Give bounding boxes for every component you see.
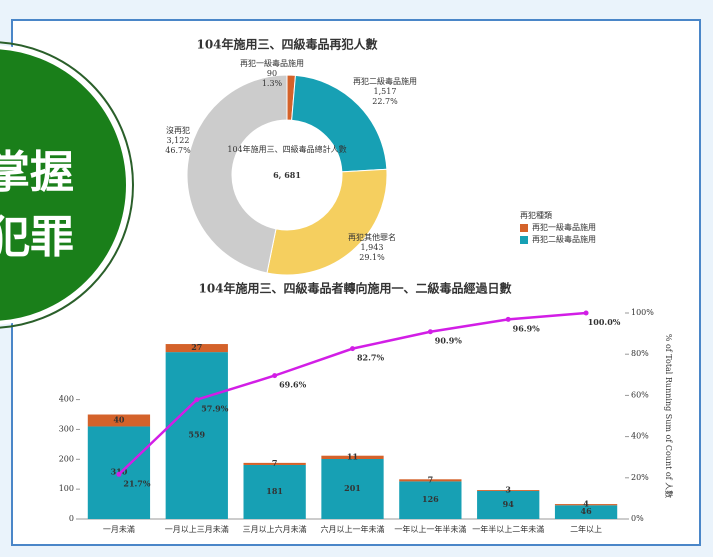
- slice-value: 3,122: [167, 136, 190, 145]
- bar-label: 181: [266, 486, 283, 496]
- chart-title: 104年施用三、四級毒品再犯人數: [196, 37, 377, 52]
- bar-segment: [554, 504, 618, 506]
- x-tick-label: 一月以上三月未滿: [165, 524, 229, 534]
- pie-slice: [266, 168, 388, 276]
- callout-circle: [0, 45, 130, 325]
- line-label: 57.9%: [201, 404, 228, 414]
- bar-label: 559: [188, 430, 205, 440]
- bar-segment: [321, 455, 384, 459]
- line-point: [350, 346, 355, 352]
- bar-label: 4: [583, 499, 589, 509]
- line-point: [583, 310, 589, 316]
- y2-tick-label: 60%: [631, 390, 649, 399]
- bar-segment: [165, 344, 228, 353]
- x-tick-label: 一月未滿: [103, 524, 135, 534]
- x-tick-label: 三月以上六月未滿: [243, 524, 307, 534]
- pie-slice: [291, 74, 388, 173]
- center-label: 104年施用三、四級毒品總計人數: [227, 144, 346, 154]
- line-point: [116, 471, 122, 477]
- legend-title: 再犯種類: [520, 210, 552, 220]
- bar-label: 46: [581, 506, 593, 516]
- bar-label: 40: [113, 414, 125, 424]
- x-tick-label: 二年以上: [570, 524, 602, 534]
- chart-title: 104年施用三、四級毒品者轉向施用一、二級毒品經過日數: [198, 281, 511, 296]
- slice-percent: 46.7%: [165, 146, 191, 155]
- y2-tick-label: 0%: [631, 514, 644, 523]
- x-tick-label: 六月以上一年未滿: [321, 524, 385, 534]
- y-tick-label: 200: [59, 454, 74, 463]
- bar-label: 11: [347, 451, 358, 461]
- slice-label: 再犯一級毒品施用: [240, 58, 304, 68]
- callout-text: 犯罪: [0, 212, 74, 263]
- x-tick-label: 一年半以上二年未滿: [472, 524, 544, 534]
- bar-segment: [243, 464, 306, 519]
- line-point: [194, 397, 200, 403]
- line-label: 69.6%: [279, 380, 306, 390]
- bar-segment: [477, 490, 540, 491]
- slice-percent: 29.1%: [359, 253, 385, 262]
- x-tick-label: 一年以上一年半未滿: [394, 524, 466, 534]
- y2-axis-label: % of Total Running Sum of Count of 人數: [664, 334, 674, 498]
- line-label: 100.0%: [588, 317, 621, 327]
- slice-value: 1,517: [374, 87, 397, 96]
- legend-swatch: [520, 224, 528, 232]
- bar-segment: [477, 490, 540, 519]
- bar-label: 7: [272, 458, 278, 468]
- legend-label: 再犯二級毒品施用: [532, 234, 596, 244]
- legend-swatch: [520, 236, 528, 244]
- callout-text: 掌握: [0, 147, 74, 198]
- bar-segment: [554, 505, 618, 519]
- line-label: 21.7%: [123, 478, 150, 488]
- slice-value: 90: [267, 69, 277, 78]
- slice-percent: 22.7%: [372, 97, 398, 106]
- bar-segment: [87, 414, 151, 427]
- y-tick-label: 300: [59, 424, 74, 433]
- y2-tick-label: 40%: [631, 432, 649, 441]
- line-point: [427, 329, 433, 335]
- bar-label: 201: [344, 483, 361, 493]
- y-tick-label: 400: [59, 395, 74, 404]
- line-label: 82.7%: [357, 353, 384, 363]
- slice-label: 再犯二級毒品施用: [353, 76, 417, 86]
- y2-tick-label: 20%: [631, 473, 649, 482]
- bar-segment: [399, 479, 462, 482]
- bar-segment: [399, 481, 462, 519]
- slice-percent: 1.3%: [262, 79, 283, 88]
- slice-value: 1,943: [361, 243, 384, 252]
- y2-tick-label: 100%: [631, 308, 654, 317]
- pie-slice: [186, 74, 288, 274]
- bar-label: 3: [505, 484, 511, 494]
- bar-segment: [243, 462, 306, 465]
- line-label: 96.9%: [513, 323, 540, 333]
- bar-segment: [321, 458, 384, 519]
- line-label: 90.9%: [435, 336, 462, 346]
- line-point: [505, 316, 511, 322]
- legend-label: 再犯一級毒品施用: [532, 222, 596, 232]
- bar-label: 7: [428, 474, 434, 484]
- bar-label: 126: [422, 494, 439, 504]
- y-tick-label: 0: [69, 514, 74, 523]
- y2-tick-label: 80%: [631, 349, 649, 358]
- slice-label: 再犯其他罪名: [348, 232, 396, 242]
- bar-label: 310: [111, 467, 128, 477]
- line-point: [272, 373, 278, 379]
- center-total: 6, 681: [273, 170, 301, 180]
- bar-label: 94: [503, 499, 515, 509]
- y-tick-label: 100: [59, 484, 74, 493]
- bar-label: 27: [191, 342, 202, 352]
- callout-ring: [0, 41, 134, 329]
- bar-segment: [165, 352, 228, 519]
- slice-label: 沒再犯: [166, 125, 190, 135]
